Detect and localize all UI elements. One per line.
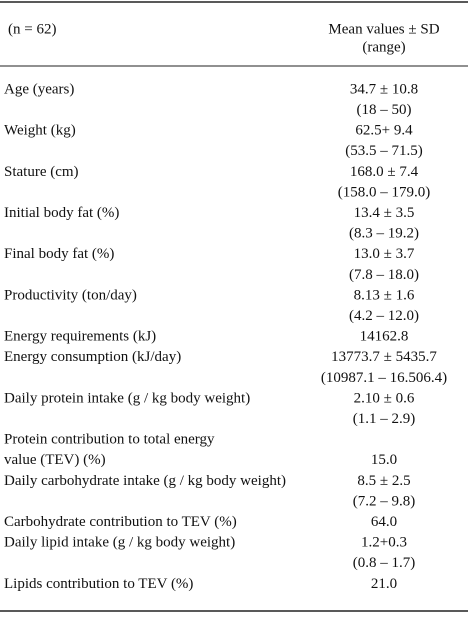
row-value: (18 – 50)	[357, 102, 412, 118]
header-left: (n = 62)	[8, 21, 56, 37]
row-label: Lipids contribution to TEV (%)	[4, 576, 193, 592]
row-value: 168.0 ± 7.4	[350, 164, 419, 180]
row-value: (7.2 – 9.8)	[353, 493, 416, 509]
row-value: 21.0	[371, 576, 397, 592]
row-value: 13.0 ± 3.7	[354, 246, 415, 262]
row-value: 13.4 ± 3.5	[354, 205, 415, 221]
row-value: (1.1 – 2.9)	[353, 411, 416, 427]
row-label: Daily carbohydrate intake (g / kg body w…	[4, 473, 286, 489]
row-value: (0.8 – 1.7)	[353, 555, 416, 571]
row-label: Protein contribution to total energy	[4, 432, 215, 448]
row-label: value (TEV) (%)	[4, 452, 106, 468]
row-label: Carbohydrate contribution to TEV (%)	[4, 514, 237, 530]
row-value: 64.0	[371, 514, 397, 530]
row-label: Energy consumption (kJ/day)	[4, 349, 181, 365]
row-label: Productivity (ton/day)	[4, 287, 137, 303]
row-value: 14162.8	[360, 329, 409, 345]
row-label: Stature (cm)	[4, 164, 79, 180]
row-value: (8.3 – 19.2)	[349, 226, 419, 242]
row-label: Final body fat (%)	[4, 246, 114, 262]
row-value: 1.2+0.3	[361, 535, 407, 551]
row-value: (7.8 – 18.0)	[349, 267, 419, 283]
row-label: Energy requirements (kJ)	[4, 329, 156, 345]
row-value: 8.13 ± 1.6	[354, 287, 415, 303]
row-label: Daily protein intake (g / kg body weight…	[4, 390, 250, 406]
row-value: 34.7 ± 10.8	[350, 81, 418, 97]
row-value: (53.5 – 71.5)	[345, 143, 423, 159]
row-value: 15.0	[371, 452, 397, 468]
row-value: 2.10 ± 0.6	[354, 390, 415, 406]
row-value: 62.5+ 9.4	[355, 123, 413, 139]
row-value: (4.2 – 12.0)	[349, 308, 419, 324]
header-right: Mean values ± SD	[328, 21, 439, 37]
header-right: (range)	[362, 39, 405, 55]
row-label: Initial body fat (%)	[4, 205, 119, 221]
row-value: 13773.7 ± 5435.7	[331, 349, 437, 365]
row-value: 8.5 ± 2.5	[357, 473, 410, 489]
row-label: Age (years)	[4, 81, 74, 97]
row-value: (158.0 – 179.0)	[338, 184, 431, 200]
row-label: Weight (kg)	[4, 123, 76, 139]
row-label: Daily lipid intake (g / kg body weight)	[4, 535, 235, 551]
row-value: (10987.1 – 16.506.4)	[321, 370, 447, 386]
